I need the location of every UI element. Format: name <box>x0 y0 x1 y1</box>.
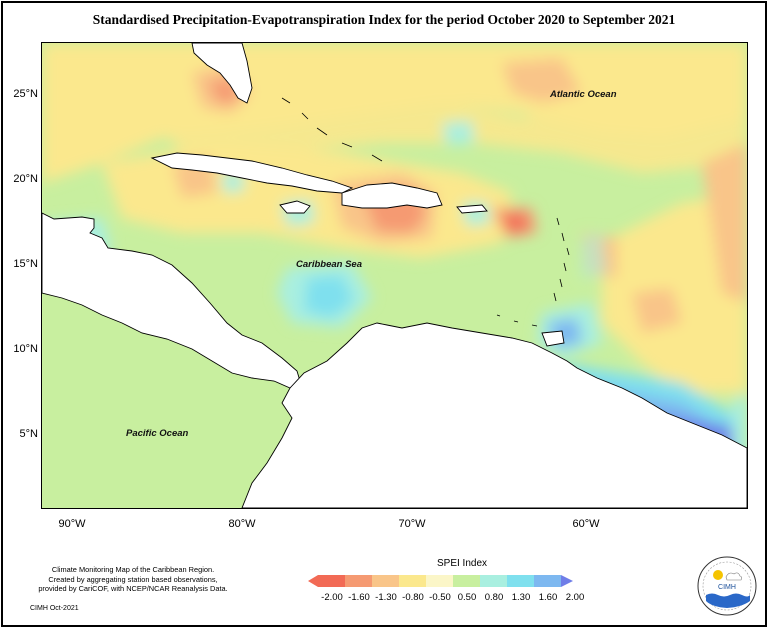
lon-tick-60w: 60°W <box>572 518 600 530</box>
cimh-date-note: CIMH Oct-2021 <box>30 605 79 612</box>
lat-tick-10n: 10°N <box>13 343 38 355</box>
caribbean-sea-label: Caribbean Sea <box>296 259 362 270</box>
wave-icon <box>706 593 750 608</box>
legend-tick: -0.50 <box>429 592 451 603</box>
legend-tick: 2.00 <box>565 592 585 603</box>
legend-tick: -1.60 <box>348 592 370 603</box>
credits-line-3: provided by CariCOF, with NCEP/NCAR Rean… <box>38 584 228 593</box>
pacific-ocean-label: Pacific Ocean <box>126 428 189 439</box>
legend-arrow-high <box>561 575 573 587</box>
spei-map <box>41 42 748 509</box>
map-credits: Climate Monitoring Map of the Caribbean … <box>18 565 248 594</box>
legend-tick: 1.60 <box>538 592 558 603</box>
legend-tick: -0.80 <box>402 592 424 603</box>
atlantic-ocean-label: Atlantic Ocean <box>550 89 617 100</box>
legend-cell <box>480 575 507 587</box>
legend-cell <box>507 575 534 587</box>
legend-ticks: -2.00 -1.60 -1.30 -0.80 -0.50 0.50 0.80 … <box>308 592 598 606</box>
lat-tick-20n: 20°N <box>13 173 38 185</box>
sun-icon <box>713 570 723 580</box>
legend-arrow-low <box>308 575 318 587</box>
legend-tick: 0.50 <box>457 592 477 603</box>
lon-tick-90w: 90°W <box>58 518 86 530</box>
credits-line-2: Created by aggregating station based obs… <box>48 574 218 584</box>
lat-tick-15n: 15°N <box>13 258 38 270</box>
land-outlines <box>42 43 747 508</box>
map-canvas <box>42 43 747 508</box>
legend-cell <box>453 575 480 587</box>
cloud-icon <box>725 572 743 581</box>
lat-tick-5n: 5°N <box>19 428 38 440</box>
cimh-logo: CIMH <box>697 556 757 616</box>
lon-tick-70w: 70°W <box>398 518 426 530</box>
lon-tick-80w: 80°W <box>228 518 256 530</box>
map-title: Standardised Precipitation-Evapotranspir… <box>92 12 676 27</box>
legend-cell <box>534 575 561 587</box>
legend-tick: -1.30 <box>375 592 397 603</box>
legend-cell <box>372 575 399 587</box>
legend-title: SPEI Index <box>436 558 488 569</box>
legend-tick: 0.80 <box>484 592 504 603</box>
legend-cell <box>318 575 345 587</box>
legend-colorbar <box>308 575 573 587</box>
logo-text: CIMH <box>718 584 736 591</box>
legend-tick: -2.00 <box>321 592 343 603</box>
lat-tick-25n: 25°N <box>13 88 38 100</box>
legend-cell <box>426 575 453 587</box>
legend-cell <box>399 575 426 587</box>
credits-line-1: Climate Monitoring Map of the Caribbean … <box>51 565 215 574</box>
legend-tick: 1.30 <box>511 592 531 603</box>
island-dots <box>281 97 570 327</box>
legend-cell <box>345 575 372 587</box>
